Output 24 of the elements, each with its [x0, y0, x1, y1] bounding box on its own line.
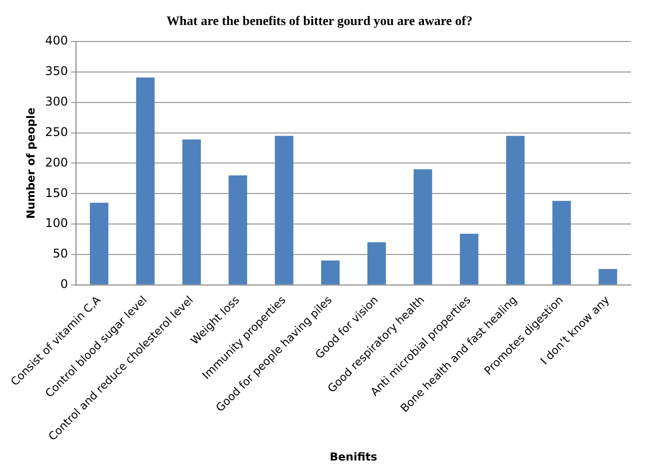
bar: [228, 175, 248, 284]
bar: [414, 169, 432, 284]
y-tick-label: 400: [45, 34, 68, 48]
bar: [321, 260, 340, 284]
bar: [136, 77, 155, 284]
y-axis-title: Number of people: [24, 108, 38, 219]
y-tick-label: 300: [45, 94, 68, 109]
y-tick-label: 100: [45, 216, 68, 230]
bar: [598, 269, 618, 284]
bar: [274, 136, 294, 284]
bar: [460, 234, 478, 284]
y-tick-label: 150: [45, 186, 68, 200]
bar: [367, 242, 386, 284]
y-tick-label: 50: [52, 246, 68, 261]
y-tick-label: 350: [45, 64, 68, 78]
bar: [506, 136, 525, 284]
y-tick-label: 0: [60, 276, 68, 291]
bar: [182, 140, 201, 284]
chart-title: What are the benefits of bitter gourd you are aware of?: [166, 13, 472, 28]
bar: [90, 202, 108, 284]
y-tick-label: 250: [45, 124, 68, 139]
x-axis-title: Benifits: [330, 450, 378, 464]
y-tick-label: 200: [45, 155, 68, 170]
bar: [552, 200, 571, 284]
